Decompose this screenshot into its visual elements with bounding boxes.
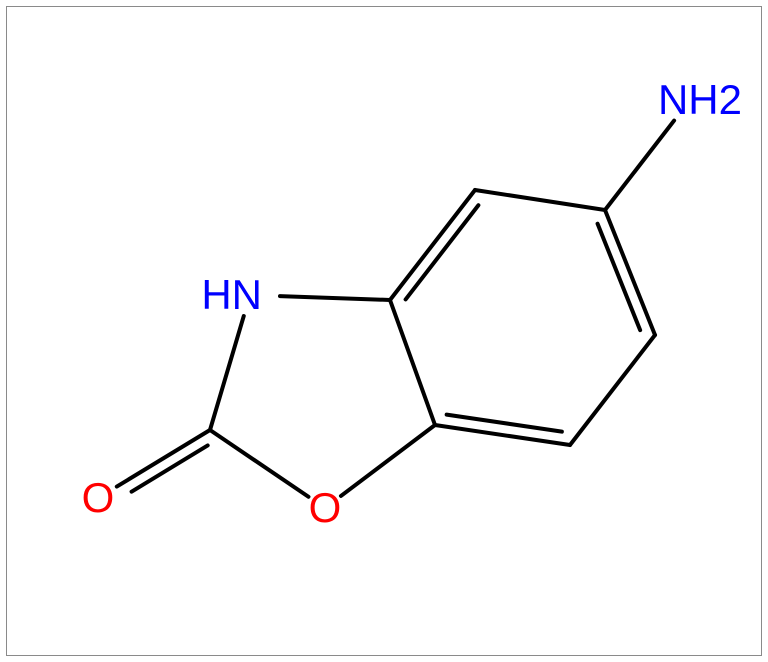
atom-label-N5: NH2	[658, 76, 742, 123]
atom-label-O1: O	[309, 484, 342, 531]
atom-label-N1: HN	[201, 271, 262, 318]
atom-label-O2d: O	[82, 474, 115, 521]
molecule-diagram: HN O O NH2	[0, 0, 768, 662]
